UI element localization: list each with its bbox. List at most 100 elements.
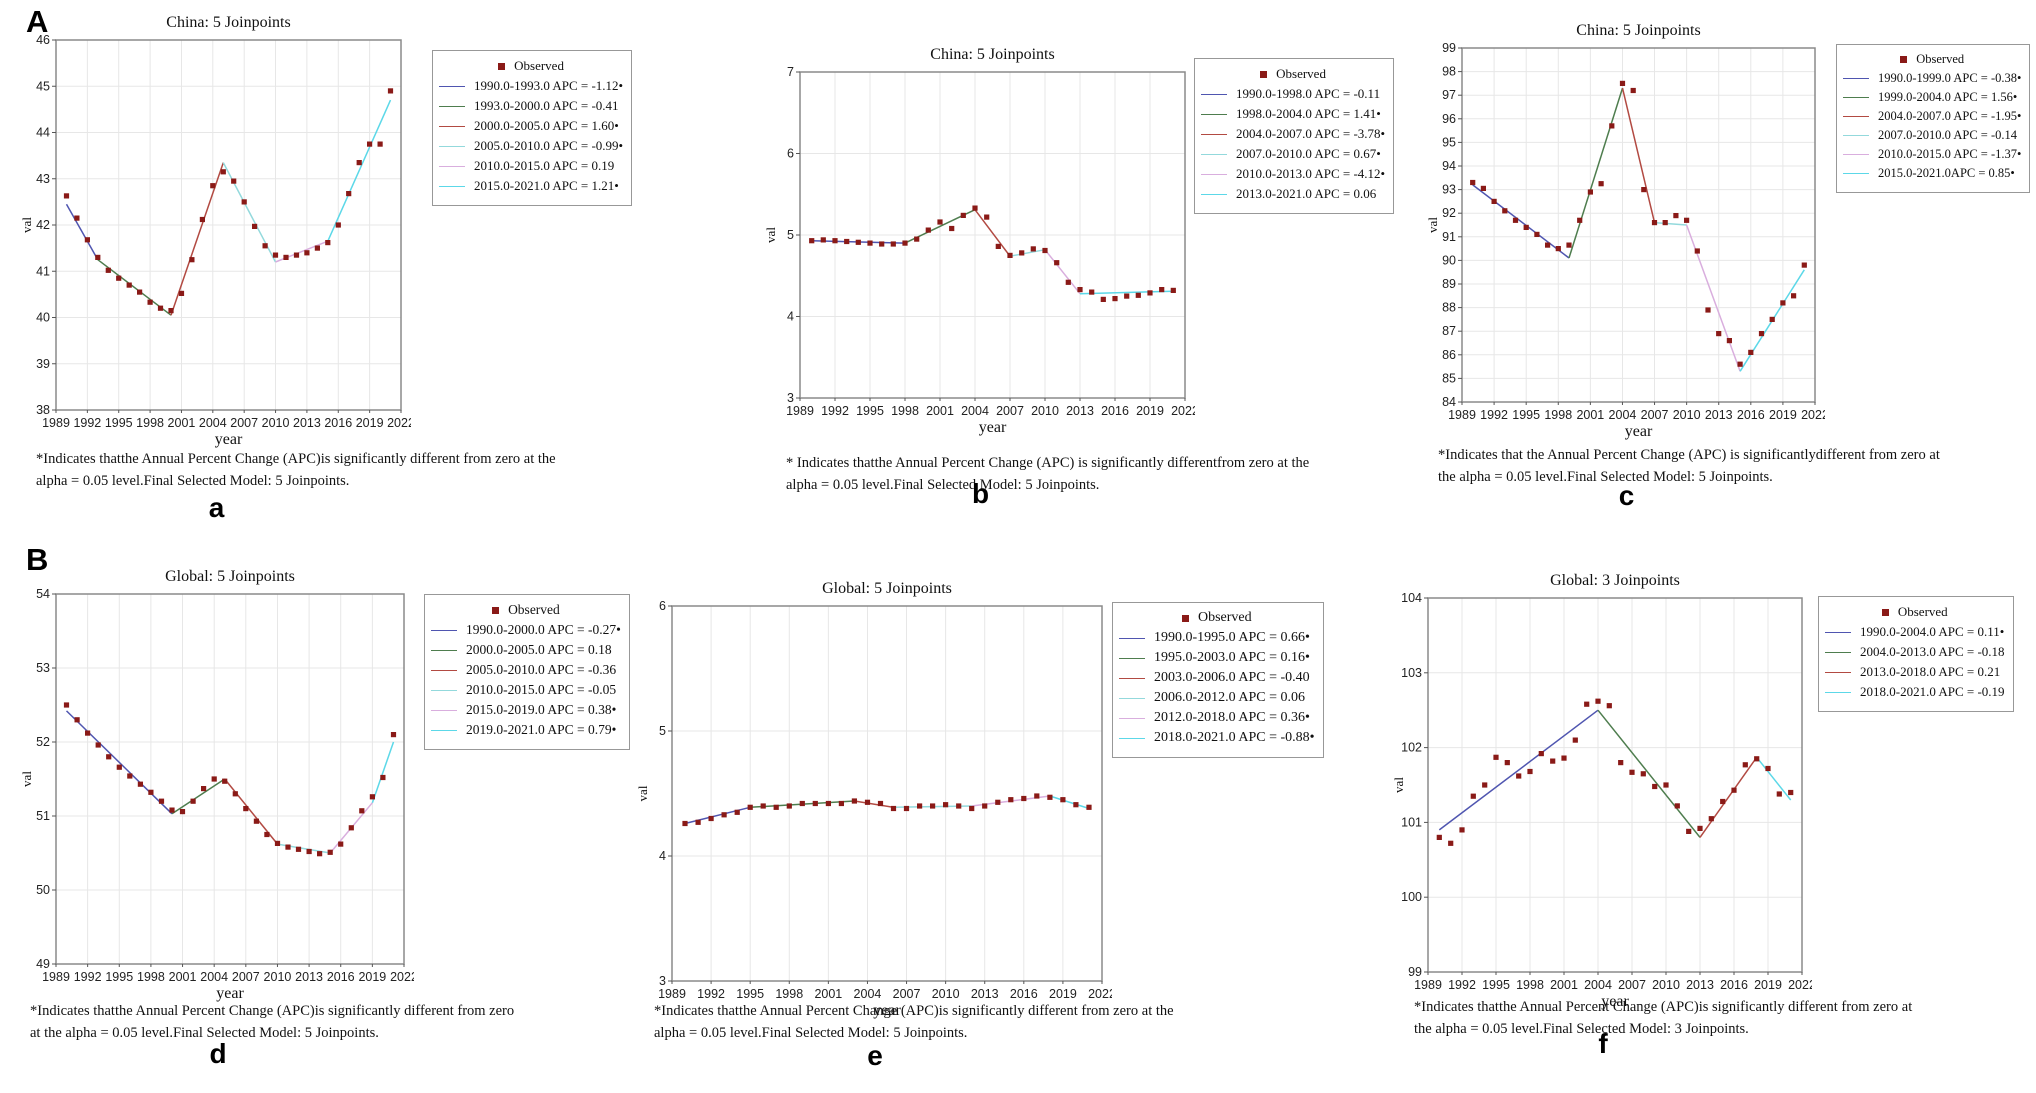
data-point xyxy=(1640,771,1646,777)
legend-line-sample-icon xyxy=(1825,631,1851,633)
svg-text:year: year xyxy=(873,1002,901,1019)
svg-text:2004: 2004 xyxy=(854,987,882,1001)
data-point xyxy=(252,223,258,229)
legend-item-label: 2010.0-2015.0 APC = 0.19 xyxy=(474,158,615,173)
svg-text:2022: 2022 xyxy=(390,970,414,984)
footnote-f-line2: the alpha = 0.05 level.Final Selected Mo… xyxy=(1414,1021,1749,1038)
data-point xyxy=(105,267,111,273)
legend-item: 2018.0-2021.0 APC = -0.88• xyxy=(1119,730,1315,746)
data-point xyxy=(189,257,195,263)
data-point xyxy=(1523,224,1529,230)
data-point xyxy=(1769,316,1775,322)
data-point xyxy=(304,250,310,256)
svg-text:1992: 1992 xyxy=(1480,408,1508,422)
data-point xyxy=(984,214,990,220)
legend-item: 1990.0-1998.0 APC = -0.11 xyxy=(1201,86,1385,102)
panel-letter-a: a xyxy=(208,492,225,523)
data-point xyxy=(914,236,920,242)
legend-item: 2013.0-2021.0 APC = 0.06 xyxy=(1201,186,1385,202)
legend-line-sample-icon xyxy=(1825,671,1851,673)
svg-text:7: 7 xyxy=(787,66,794,79)
legend-item-label: 1990.0-1995.0 APC = 0.66• xyxy=(1154,630,1310,645)
legend-item: 1990.0-1999.0 APC = -0.38• xyxy=(1843,71,2021,86)
legend-item-label: 1990.0-1998.0 APC = -0.11 xyxy=(1236,86,1381,101)
data-point xyxy=(1758,331,1765,337)
panel-e: Global: 5 Joinpoints 3 4 5 6 1989 1992 1995 199… xyxy=(638,580,1174,1071)
data-point xyxy=(1598,181,1604,187)
legend-line-sample-icon xyxy=(1843,173,1869,174)
data-point xyxy=(338,841,344,847)
data-point xyxy=(995,799,1001,805)
svg-text:49: 49 xyxy=(36,957,50,971)
legend-observed-label: Observed xyxy=(1897,604,1948,619)
legend-line-sample-icon xyxy=(1201,93,1227,95)
legend-item-label: 2007.0-2010.0 APC = -0.14 xyxy=(1878,128,2018,142)
svg-text:2022: 2022 xyxy=(1171,404,1195,418)
svg-text:2016: 2016 xyxy=(1737,408,1765,422)
data-point xyxy=(367,141,373,147)
legend-item-label: 1990.0-1993.0 APC = -1.12• xyxy=(474,78,624,93)
data-point xyxy=(1720,798,1726,805)
svg-text:42: 42 xyxy=(36,218,50,232)
legend-item-label: 2012.0-2018.0 APC = 0.36• xyxy=(1154,710,1310,725)
svg-text:2019: 2019 xyxy=(1136,404,1164,418)
svg-text:3: 3 xyxy=(659,974,666,988)
svg-text:2007: 2007 xyxy=(996,404,1024,418)
svg-text:1998: 1998 xyxy=(891,404,919,418)
data-point xyxy=(369,794,375,800)
data-point xyxy=(137,289,143,295)
svg-text:2016: 2016 xyxy=(1010,987,1038,1001)
data-point xyxy=(1705,307,1711,313)
data-point xyxy=(1788,789,1794,796)
svg-text:91: 91 xyxy=(1442,230,1456,244)
legend-item: 2007.0-2010.0 APC = -0.14 xyxy=(1843,128,2021,143)
svg-text:54: 54 xyxy=(36,588,50,601)
legend-line-sample-icon xyxy=(439,125,465,127)
legend-item: 2003.0-2006.0 APC = -0.40 xyxy=(1119,670,1315,686)
svg-text:100: 100 xyxy=(1401,890,1422,904)
legend-observed-label: Observed xyxy=(1197,610,1252,625)
data-point xyxy=(1686,828,1692,834)
legend-observed-label: Observed xyxy=(514,58,564,73)
data-point xyxy=(74,215,80,221)
data-point xyxy=(253,818,259,824)
data-point xyxy=(116,764,122,770)
data-point xyxy=(1545,242,1551,248)
legend-line-sample-icon xyxy=(1119,737,1145,739)
svg-text:1992: 1992 xyxy=(821,404,849,418)
data-point xyxy=(995,243,1001,249)
data-point xyxy=(1619,80,1626,86)
legend-item-label: 2015.0-2019.0 APC = 0.38• xyxy=(466,702,617,717)
legend-line-sample-icon xyxy=(439,165,465,167)
data-point xyxy=(1054,260,1060,266)
legend-item: 1990.0-2000.0 APC = -0.27• xyxy=(431,622,621,638)
data-point xyxy=(1595,698,1601,704)
data-point xyxy=(1047,794,1053,800)
legend-line-sample-icon xyxy=(439,105,465,107)
data-point xyxy=(157,305,164,311)
legend-item-label: 1998.0-2004.0 APC = 1.41• xyxy=(1236,106,1381,121)
svg-text:87: 87 xyxy=(1442,324,1456,338)
data-point xyxy=(241,199,247,205)
legend-item: 2000.0-2005.0 APC = 1.60• xyxy=(439,118,623,134)
footnote-c-line2: the alpha = 0.05 level.Final Selected Mo… xyxy=(1438,469,1773,486)
chart-title-e: Global: 5 Joinpoints xyxy=(822,580,952,597)
footnote-e-line2: alpha = 0.05 level.Final Selected Model:… xyxy=(654,1025,968,1042)
legend-f: Observed 1990.0-2004.0 APC = 0.11• 2004.0-… xyxy=(1818,596,2014,712)
svg-text:97: 97 xyxy=(1442,88,1456,102)
svg-text:1998: 1998 xyxy=(136,416,164,430)
svg-text:2001: 2001 xyxy=(168,416,196,430)
data-point xyxy=(1112,296,1118,302)
data-point xyxy=(1065,279,1071,285)
data-point xyxy=(295,846,302,852)
legend-item: 1993.0-2000.0 APC = -0.41 xyxy=(439,98,623,114)
data-point xyxy=(231,178,237,184)
legend-line-sample-icon xyxy=(1119,637,1145,639)
data-point xyxy=(820,237,826,243)
svg-text:2004: 2004 xyxy=(199,416,227,430)
panel-letter-f: f xyxy=(1598,1028,1608,1059)
legend-item-label: 2018.0-2021.0 APC = -0.88• xyxy=(1154,730,1315,745)
data-point xyxy=(1694,248,1700,254)
svg-text:2004: 2004 xyxy=(961,404,989,418)
